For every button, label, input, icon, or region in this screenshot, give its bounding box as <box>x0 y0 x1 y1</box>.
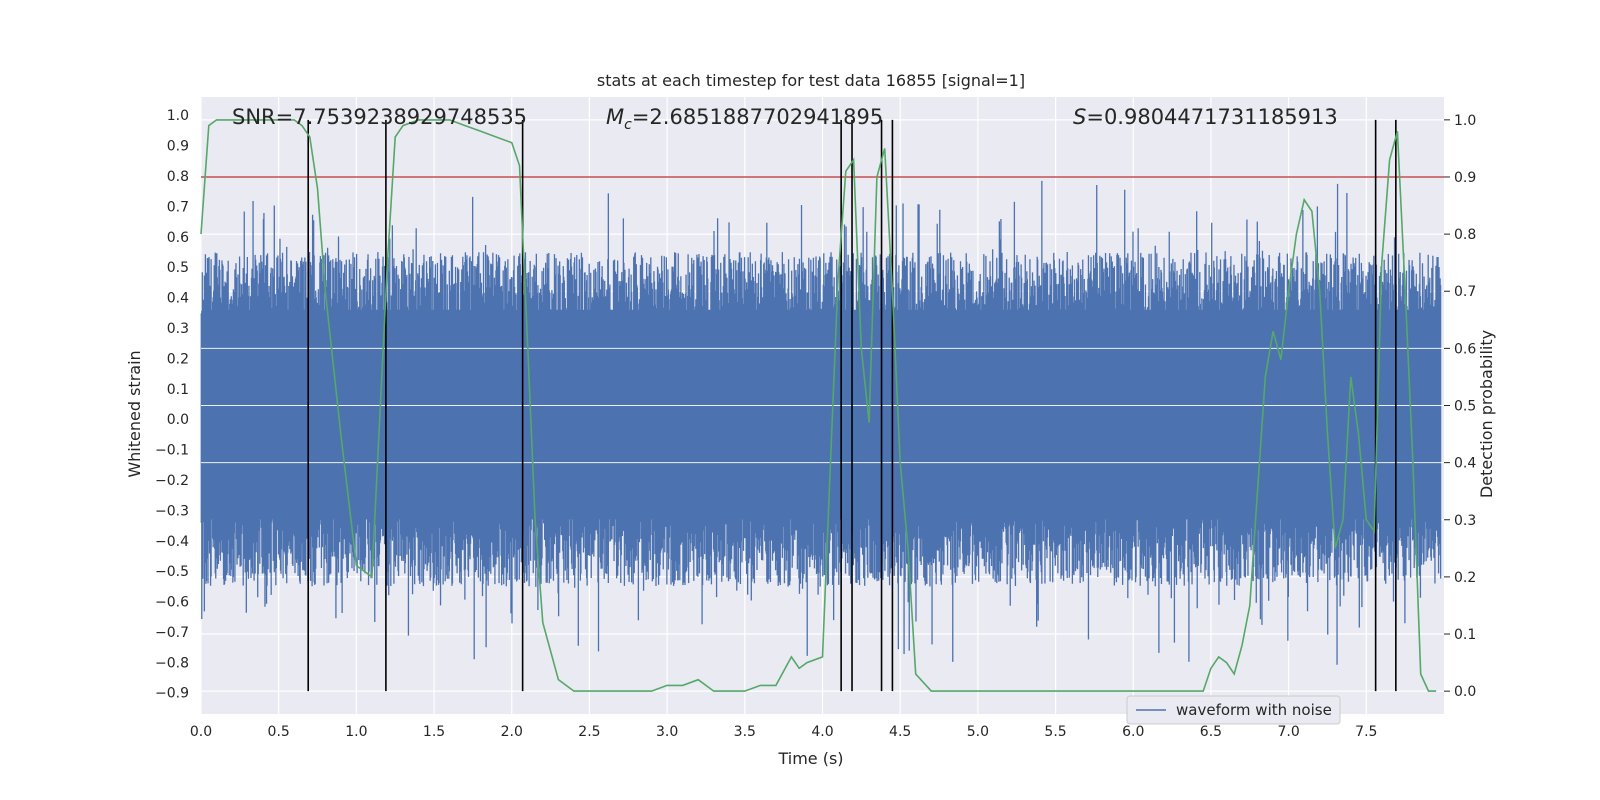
legend: waveform with noise <box>1126 695 1341 725</box>
x-tick-label: 2.0 <box>501 724 523 740</box>
y-right-tick-label: 0.1 <box>1454 627 1476 643</box>
x-tick-label: 5.0 <box>967 724 989 740</box>
y-right-tick-label: 0.2 <box>1454 570 1476 586</box>
x-tick-label: 3.0 <box>656 724 678 740</box>
y-right-tick-label: 0.6 <box>1454 341 1476 357</box>
y-axis-label: Whitened strain <box>125 350 144 477</box>
x-tick-label: 5.5 <box>1044 724 1066 740</box>
x-tick-label: 7.0 <box>1277 724 1299 740</box>
snr-annotation: SNR=7.7539238929748535 <box>232 105 527 129</box>
y-right-tick-label: 0.5 <box>1454 399 1476 415</box>
chart-title: stats at each timestep for test data 168… <box>597 71 1025 90</box>
y-right-tick-label: 0.0 <box>1454 684 1476 700</box>
y-tick-label: 0.0 <box>167 412 189 428</box>
y-tick-label: −0.2 <box>155 473 189 489</box>
y-tick-label: −0.7 <box>155 625 189 641</box>
waveform-samples <box>200 180 1442 665</box>
x-tick-label: 2.5 <box>578 724 600 740</box>
y-right-tick-label: 0.9 <box>1454 170 1476 186</box>
y-tick-label: 1.0 <box>167 108 189 124</box>
chirp-mass-annotation: Mc=2.6851887702941895 <box>606 105 883 133</box>
score-value: =0.9804471731185913 <box>1086 105 1337 129</box>
y-axis-right-label: Detection probability <box>1477 330 1496 498</box>
y-tick-label: 0.7 <box>167 199 189 215</box>
y-right-tick-label: 1.0 <box>1454 113 1476 129</box>
waveform-series <box>200 180 1444 665</box>
x-axis-ticks: 0.0 0.5 1.0 1.5 2.0 2.5 3.0 3.5 4.0 4.5 5.0 5.5 6.0 6… <box>190 724 1378 740</box>
y-axis-right-ticks: 1.0 0.9 0.8 0.7 0.6 0.5 0.4 0.3 0.2 0.1 0.0 <box>1444 113 1476 700</box>
y-right-tick-label: 0.7 <box>1454 284 1476 300</box>
x-tick-label: 1.5 <box>423 724 445 740</box>
x-tick-label: 1.0 <box>345 724 367 740</box>
y-tick-label: 0.2 <box>167 351 189 367</box>
y-tick-label: 0.3 <box>167 321 189 337</box>
score-symbol: S <box>1073 105 1086 129</box>
x-tick-label: 4.5 <box>889 724 911 740</box>
y-tick-label: 0.9 <box>167 139 189 155</box>
chirp-mass-symbol: M <box>606 105 624 129</box>
chirp-mass-value: =2.6851887702941895 <box>632 105 883 129</box>
y-tick-label: 0.1 <box>167 382 189 398</box>
y-right-tick-label: 0.3 <box>1454 513 1476 529</box>
y-tick-label: −0.3 <box>155 503 189 519</box>
y-axis-left-ticks: 1.0 0.9 0.8 0.7 0.6 0.5 0.4 0.3 0.2 0.1 0.0 −0.1 −0.… <box>155 108 189 701</box>
x-tick-label: 0.0 <box>190 724 212 740</box>
legend-label: waveform with noise <box>1176 701 1332 719</box>
legend-box <box>1126 695 1341 725</box>
y-tick-label: −0.6 <box>155 595 189 611</box>
y-tick-label: −0.5 <box>155 564 189 580</box>
y-tick-label: −0.4 <box>155 534 189 550</box>
probability-series-line <box>200 119 1437 692</box>
chirp-mass-subscript: c <box>624 117 632 133</box>
x-tick-label: 0.5 <box>268 724 290 740</box>
y-tick-label: −0.8 <box>155 655 189 671</box>
x-tick-label: 6.5 <box>1200 724 1222 740</box>
score-annotation: S=0.9804471731185913 <box>1073 105 1338 129</box>
x-tick-label: 7.5 <box>1355 724 1377 740</box>
x-tick-label: 6.0 <box>1122 724 1144 740</box>
x-tick-label: 4.0 <box>811 724 833 740</box>
y-tick-label: 0.6 <box>167 230 189 246</box>
y-tick-label: 0.8 <box>167 169 189 185</box>
x-axis-label: Time (s) <box>777 749 843 768</box>
y-right-tick-label: 0.4 <box>1454 456 1476 472</box>
y-tick-label: 0.4 <box>167 291 189 307</box>
x-tick-label: 3.5 <box>734 724 756 740</box>
y-tick-label: −0.9 <box>155 686 189 702</box>
y-tick-label: −0.1 <box>155 443 189 459</box>
vertical-marker-lines <box>307 119 1397 692</box>
y-right-tick-label: 0.8 <box>1454 227 1476 243</box>
y-tick-label: 0.5 <box>167 260 189 276</box>
